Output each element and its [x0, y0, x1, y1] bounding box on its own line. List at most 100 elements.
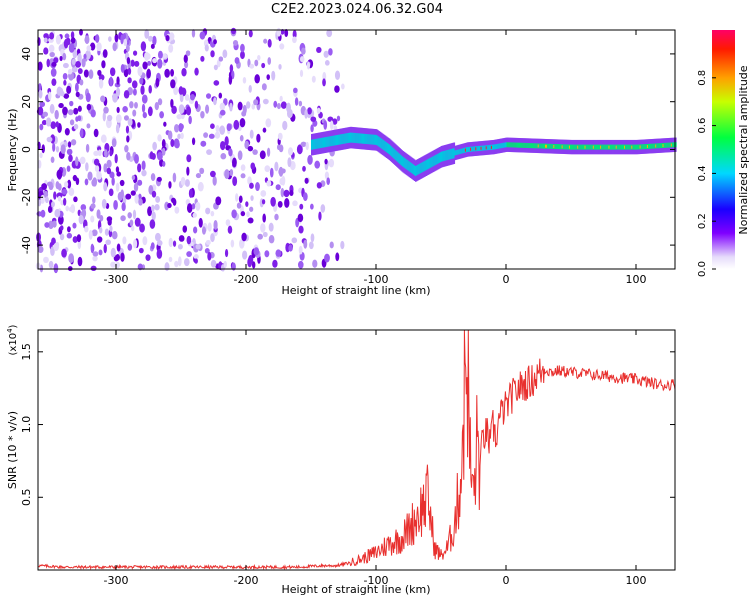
heat-cell	[54, 109, 59, 120]
heat-cell	[260, 223, 266, 233]
spectrogram-cells	[35, 27, 677, 274]
ridge-core	[411, 163, 414, 174]
heat-cell	[210, 50, 215, 58]
ridge-core	[410, 162, 413, 173]
heat-cell	[296, 144, 303, 155]
ridge-core	[656, 143, 658, 149]
heat-cell	[303, 239, 308, 249]
heat-cell	[44, 222, 50, 228]
heat-cell	[67, 141, 72, 148]
ridge-core	[501, 143, 503, 149]
ridge-core	[458, 149, 461, 155]
heat-cell	[326, 29, 333, 38]
ridge-core	[645, 143, 648, 150]
ridge-core	[457, 149, 460, 155]
heat-cell	[36, 232, 42, 242]
ridge-core	[572, 144, 574, 150]
ridge-core	[422, 161, 424, 173]
heat-cell	[39, 123, 44, 131]
heat-cell	[167, 130, 173, 141]
heat-cell	[274, 161, 279, 172]
ridge-core	[574, 144, 576, 150]
ridge-core	[505, 142, 508, 148]
heat-cell	[43, 33, 49, 39]
ridge-core	[368, 134, 370, 145]
heat-cell	[276, 103, 281, 110]
ridge-core	[434, 155, 437, 166]
heat-cell	[80, 204, 87, 211]
heat-cell	[302, 165, 306, 172]
heat-cell	[151, 190, 157, 198]
heat-cell	[85, 162, 89, 172]
heat-cell	[127, 118, 133, 127]
ridge-core	[493, 144, 495, 150]
heat-cell	[49, 51, 55, 58]
heat-cell	[174, 140, 180, 149]
colorbar-tick-label: 0.4	[697, 165, 708, 181]
ridge-core	[583, 144, 586, 150]
heat-cell	[116, 243, 121, 252]
ridge-peak	[464, 148, 467, 152]
heat-cell	[167, 202, 172, 209]
heat-cell	[200, 110, 205, 119]
heat-cell	[84, 225, 89, 233]
heat-cell	[67, 226, 71, 233]
y-tick-label: 40	[20, 47, 33, 61]
heat-cell	[69, 100, 74, 107]
ridge-core	[401, 155, 404, 166]
ridge-core	[652, 143, 654, 149]
heat-cell	[38, 89, 43, 99]
heat-cell	[57, 195, 62, 202]
heat-cell	[71, 58, 76, 66]
heat-cell	[134, 194, 139, 204]
heat-cell	[50, 121, 57, 130]
heat-cell	[152, 141, 157, 151]
ridge-core	[340, 134, 342, 145]
ridge-peak	[480, 146, 483, 150]
heat-cell	[70, 37, 76, 44]
heat-cell	[177, 133, 181, 140]
heat-cell	[306, 61, 311, 70]
colorbar: 0.0 0.2 0.4 0.6 0.8 Normalized spectral ampl…	[697, 30, 750, 277]
heat-cell	[73, 196, 78, 203]
heat-cell	[159, 111, 165, 119]
heat-cell	[262, 127, 267, 133]
ridge-core	[463, 147, 466, 153]
ridge-core	[405, 159, 408, 170]
heat-cell	[60, 144, 66, 155]
heat-cell	[78, 214, 84, 225]
ridge-core	[406, 159, 409, 170]
heat-cell	[332, 118, 338, 125]
heat-cell	[119, 179, 125, 187]
heat-cell	[61, 248, 67, 258]
heat-cell	[310, 233, 315, 243]
heat-cell	[132, 209, 137, 220]
heat-cell	[147, 60, 152, 66]
heat-cell	[210, 123, 215, 129]
heat-cell	[149, 151, 154, 160]
heat-cell	[156, 248, 163, 259]
ridge-core	[618, 144, 621, 150]
heat-cell	[157, 98, 163, 106]
heat-cell	[86, 45, 92, 52]
heat-cell	[240, 50, 245, 60]
heat-cell	[59, 225, 64, 231]
heat-cell	[275, 184, 281, 191]
heat-cell	[287, 157, 292, 168]
heat-cell	[194, 67, 199, 76]
heat-cell	[298, 100, 303, 107]
heat-cell	[279, 43, 285, 50]
heat-cell	[81, 208, 87, 218]
ridge-core	[433, 155, 436, 166]
heat-cell	[109, 76, 113, 87]
ridge-core	[425, 160, 427, 171]
heat-cell	[63, 181, 69, 188]
ridge-core	[403, 157, 406, 168]
ridge-core	[333, 135, 336, 146]
heat-cell	[98, 249, 103, 256]
heat-cell	[256, 133, 261, 143]
ridge-core	[356, 133, 359, 144]
heat-cell	[72, 236, 78, 243]
heat-cell	[232, 39, 239, 46]
heat-cell	[276, 27, 282, 37]
